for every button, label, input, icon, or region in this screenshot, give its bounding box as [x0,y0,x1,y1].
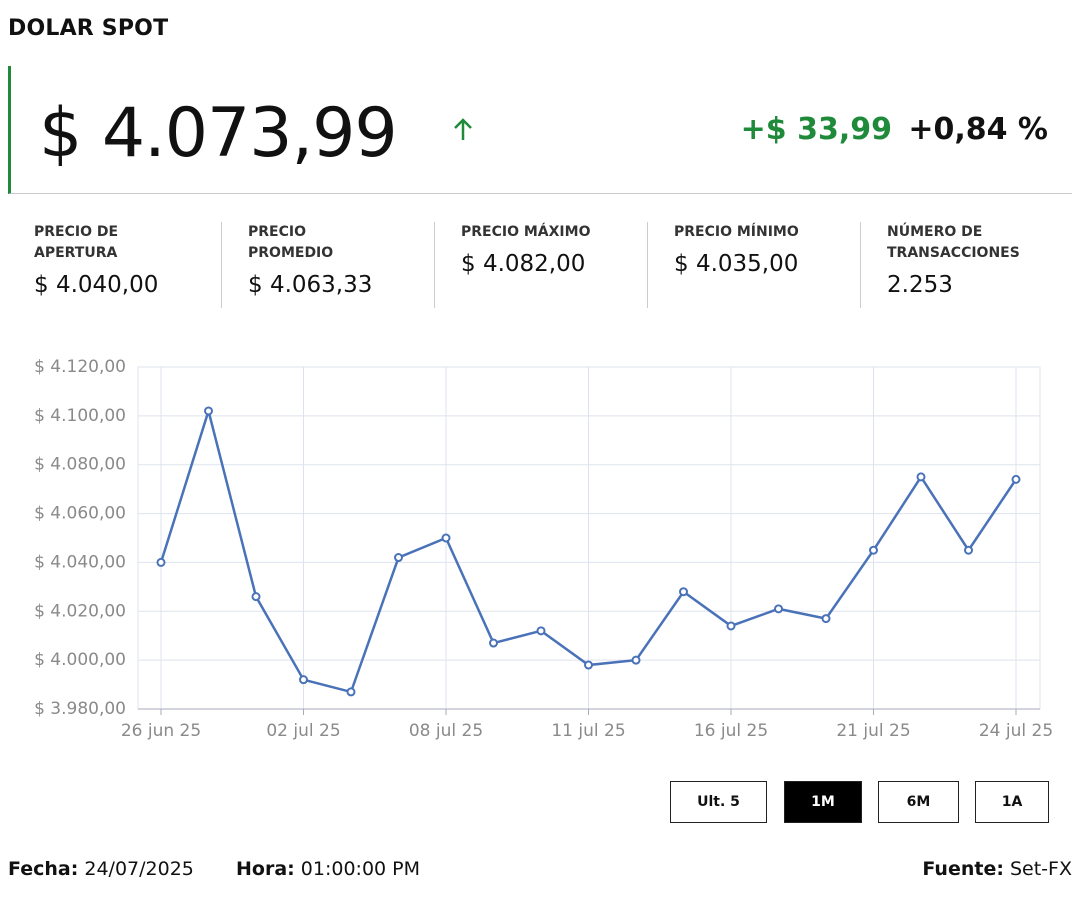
point [299,675,308,685]
point [869,545,878,555]
range-button[interactable]: 6M [878,781,959,823]
stats: PRECIO DE APERTURA $ 4.040,00 PRECIO PROME… [8,222,1072,308]
x-tick-label: 16 jul 25 [694,721,768,741]
price-box: $ 4.073,99 +$ 33,99 +0,84 % [8,66,1072,194]
stat-label: PRECIO DE APERTURA [34,224,119,261]
point [774,604,783,614]
stat: PRECIO DE APERTURA $ 4.040,00 [8,222,221,308]
stat-label: PRECIO PROMEDIO [248,224,334,261]
point [726,621,736,631]
y-tick-label: $ 4.040,00 [34,552,126,572]
stat-value: $ 4.035,00 [674,251,799,277]
y-tick-label: $ 4.100,00 [34,406,126,426]
point [441,533,451,543]
stat: PRECIO MÍNIMO $ 4.035,00 [647,222,860,308]
source: Fuente: Set-FX [922,858,1072,880]
time: Hora: 01:00:00 PM [236,858,420,880]
time-label: Hora: [236,858,295,880]
y-tick-label: $ 3.980,00 [34,699,126,719]
point [1011,474,1021,484]
stat: PRECIO MÁXIMO $ 4.082,00 [434,222,647,308]
stat-value: $ 4.063,33 [248,272,373,298]
point [916,472,926,482]
title: DOLAR SPOT [8,16,169,41]
y-tick-label: $ 4.000,00 [34,650,126,670]
range-button[interactable]: 1M [784,781,862,823]
point [536,626,546,636]
range-button[interactable]: 1A [975,781,1049,823]
point [631,655,641,665]
x-tick-label: 24 jul 25 [979,721,1053,741]
source-label: Fuente: [922,858,1004,880]
range-button[interactable]: Ult. 5 [670,781,767,823]
point [346,687,356,697]
up-arrow [454,118,472,140]
stat-label: NÚMERO DE TRANSACCIONES [887,224,1020,261]
price: $ 4.073,99 [39,94,398,173]
source-value: Set-FX [1009,858,1072,880]
stat: NÚMERO DE TRANSACCIONES 2.253 [860,222,1072,308]
point [156,557,166,567]
x-tick-label: 26 jun 25 [121,721,201,741]
date: Fecha: 24/07/2025 [8,858,194,880]
point [964,545,973,555]
y-tick-label: $ 4.060,00 [34,504,126,524]
x-tick-label: 11 jul 25 [551,721,625,741]
point [251,592,261,602]
change: +$ 33,99 [740,112,892,147]
y-tick-label: $ 4.120,00 [34,357,126,377]
stat: PRECIO PROMEDIO $ 4.063,33 [221,222,434,308]
y-tick-label: $ 4.080,00 [34,455,126,475]
chart: $ 3.980,00 $ 4.000,00 $ 4.020,00 $ 4.040,00… [34,357,1053,741]
stat-value: 2.253 [887,272,953,298]
x-tick-label: 21 jul 25 [836,721,910,741]
stat-value: $ 4.040,00 [34,272,159,298]
stat-label: PRECIO MÍNIMO [674,224,799,240]
time-value: 01:00:00 PM [300,858,421,880]
point [489,638,498,648]
point [394,553,403,563]
change-pct: +0,84 % [908,112,1048,147]
stat-label: PRECIO MÁXIMO [461,224,591,240]
point [821,614,831,624]
date-value: 24/07/2025 [84,858,194,880]
stat-value: $ 4.082,00 [461,251,586,277]
y-tick-label: $ 4.020,00 [34,601,126,621]
date-label: Fecha: [8,858,79,880]
x-tick-label: 02 jul 25 [266,721,340,741]
point [204,406,213,416]
point [679,587,688,597]
point [584,660,593,670]
x-tick-label: 08 jul 25 [409,721,483,741]
